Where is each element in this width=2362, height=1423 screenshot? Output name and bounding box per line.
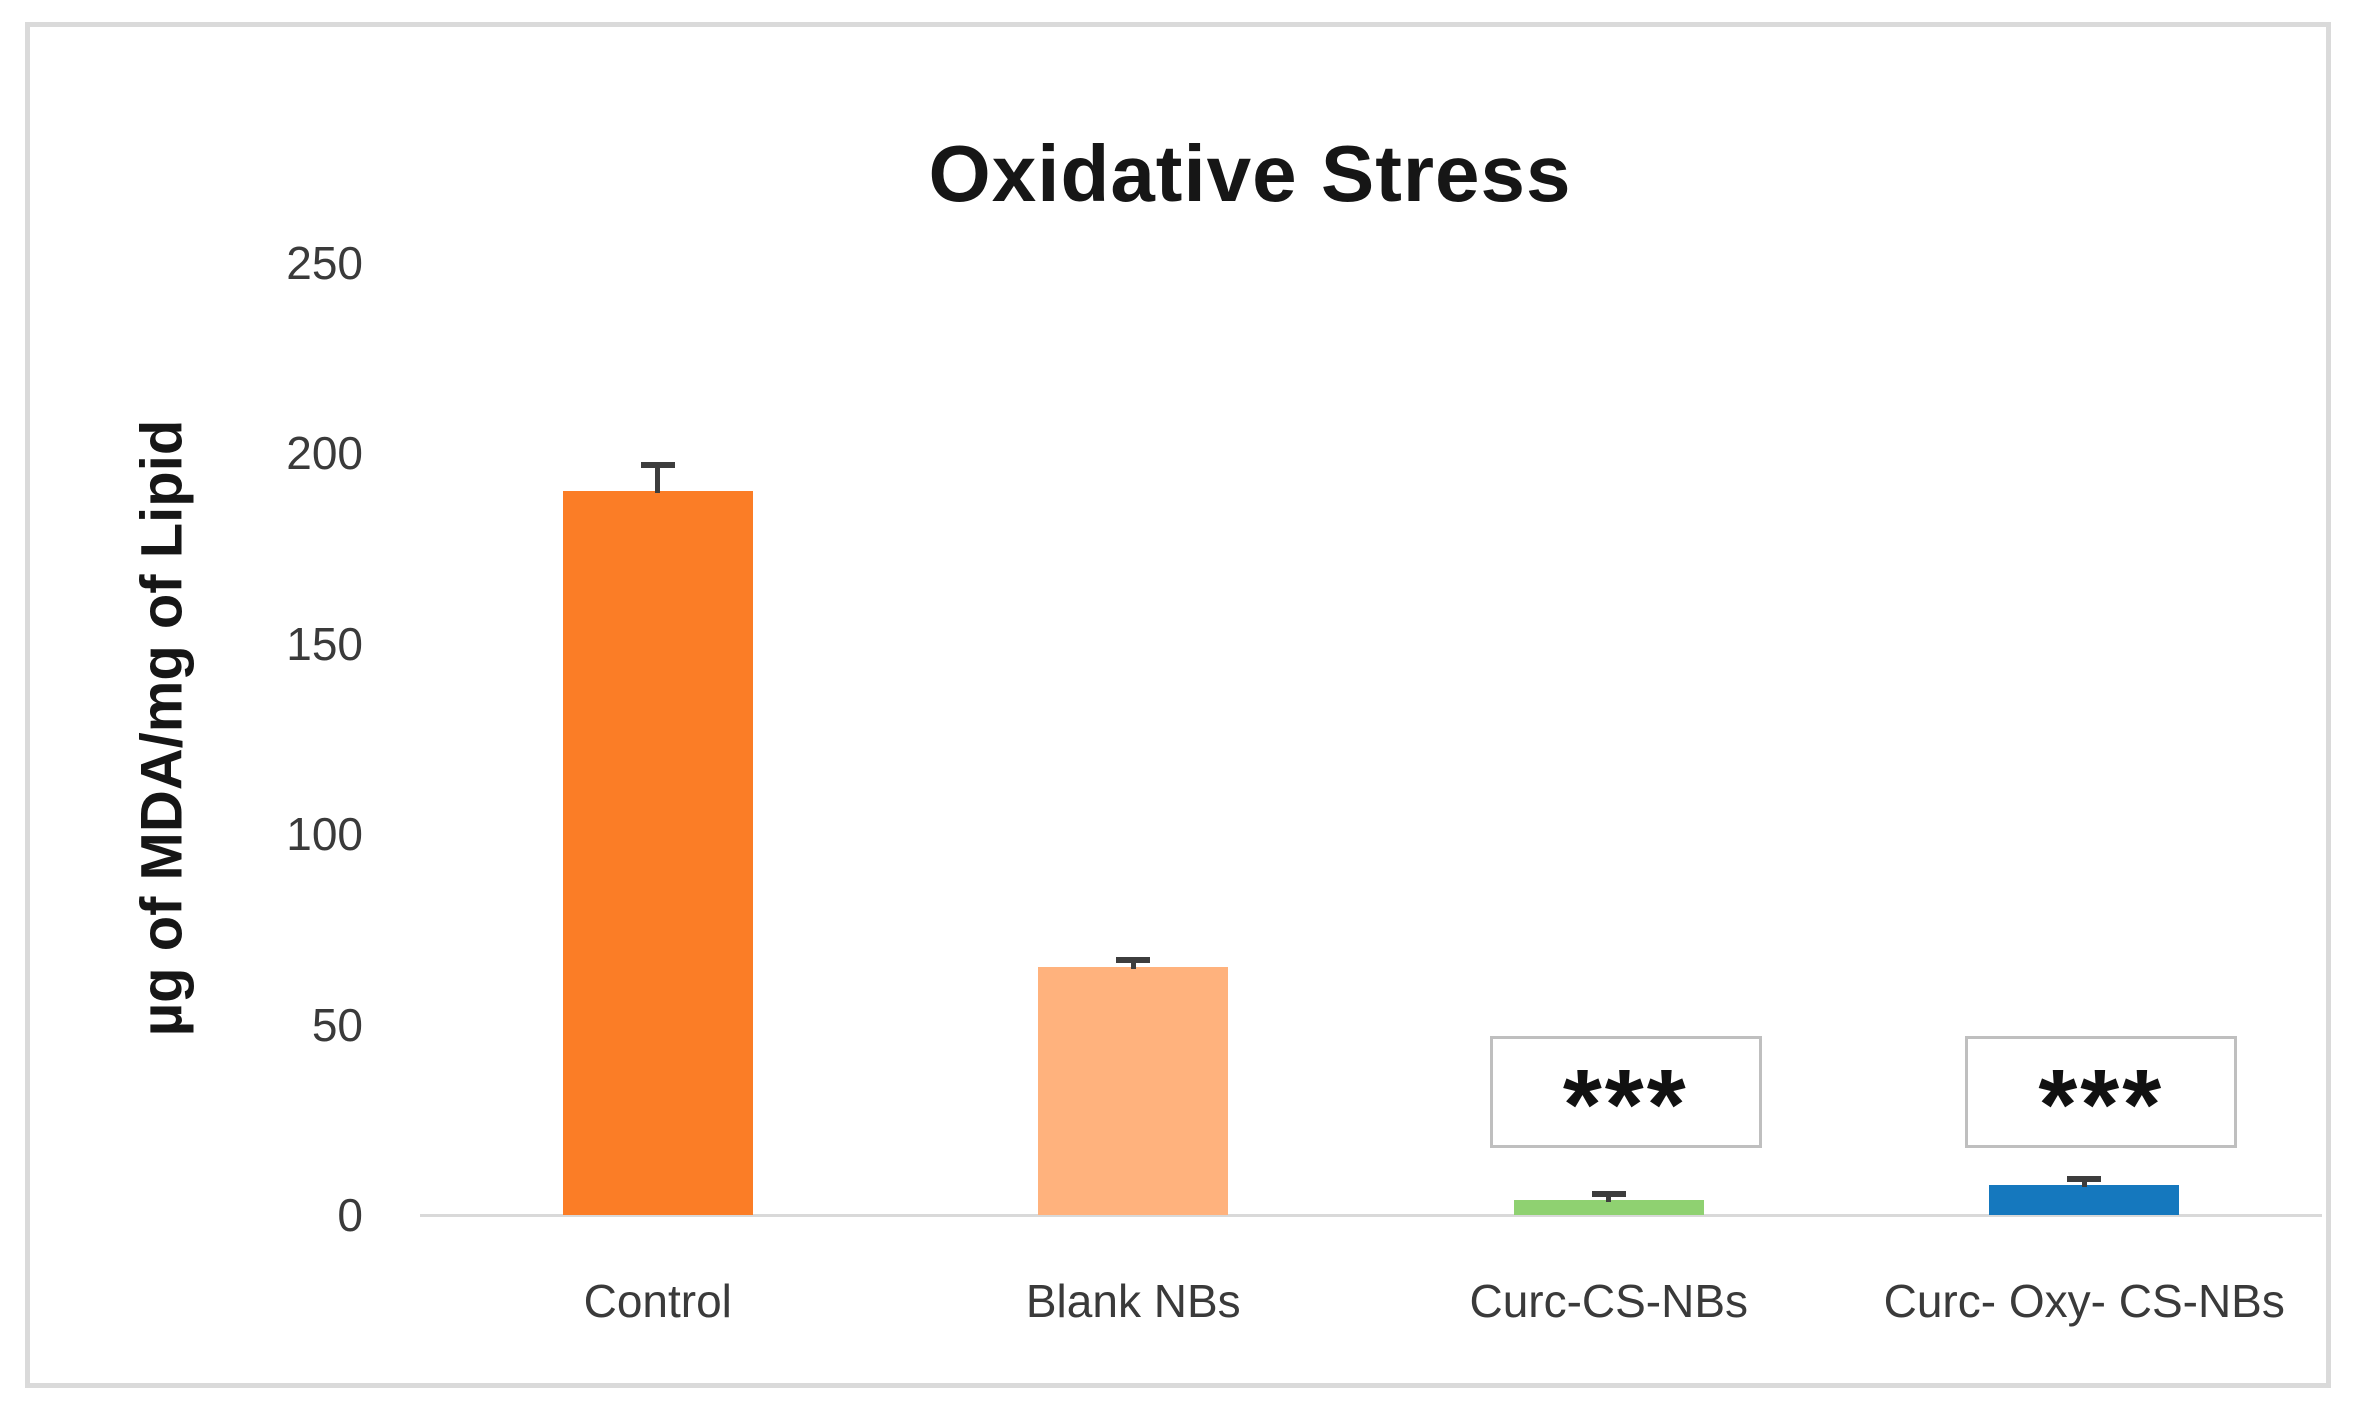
significance-box: *** xyxy=(1965,1036,2238,1155)
error-bar-whisker xyxy=(1606,1194,1612,1202)
error-bar-cap xyxy=(640,461,675,468)
significance-stars: *** xyxy=(2038,1049,2165,1162)
chart-title: Oxidative Stress xyxy=(928,129,1572,218)
error-bar-whisker xyxy=(2081,1178,2087,1187)
bar-control xyxy=(562,491,753,1215)
error-bar-whisker xyxy=(1130,959,1136,970)
x-category-label: Control xyxy=(583,1275,732,1327)
error-bar-whisker xyxy=(655,464,661,494)
x-axis-line xyxy=(420,1214,2322,1217)
y-tick-label: 200 xyxy=(286,427,363,480)
y-tick-label: 150 xyxy=(286,617,363,670)
y-tick-label: 50 xyxy=(311,998,363,1051)
error-bar-cap xyxy=(1591,1191,1626,1198)
x-category-label: Curc-CS-NBs xyxy=(1469,1275,1749,1327)
significance-stars: *** xyxy=(1562,1049,1689,1162)
x-category-label: Blank NBs xyxy=(1025,1275,1241,1327)
bar-curc-cs-nbs xyxy=(1513,1199,1704,1215)
y-tick-label: 250 xyxy=(286,237,363,289)
y-tick-label: 0 xyxy=(337,1189,363,1241)
y-tick-label: 100 xyxy=(286,808,363,861)
y-axis-title-text: µg of MDA/mg of Lipid xyxy=(129,419,195,1037)
significance-box: *** xyxy=(1489,1036,1762,1155)
error-bar-cap xyxy=(1116,956,1151,963)
error-bar-cap xyxy=(2067,1175,2102,1182)
bar-blank-nbs xyxy=(1038,967,1229,1215)
bar-curc-oxy-cs-nbs xyxy=(1989,1184,2180,1215)
x-category-label: Curc- Oxy- CS-NBs xyxy=(1883,1275,2285,1327)
